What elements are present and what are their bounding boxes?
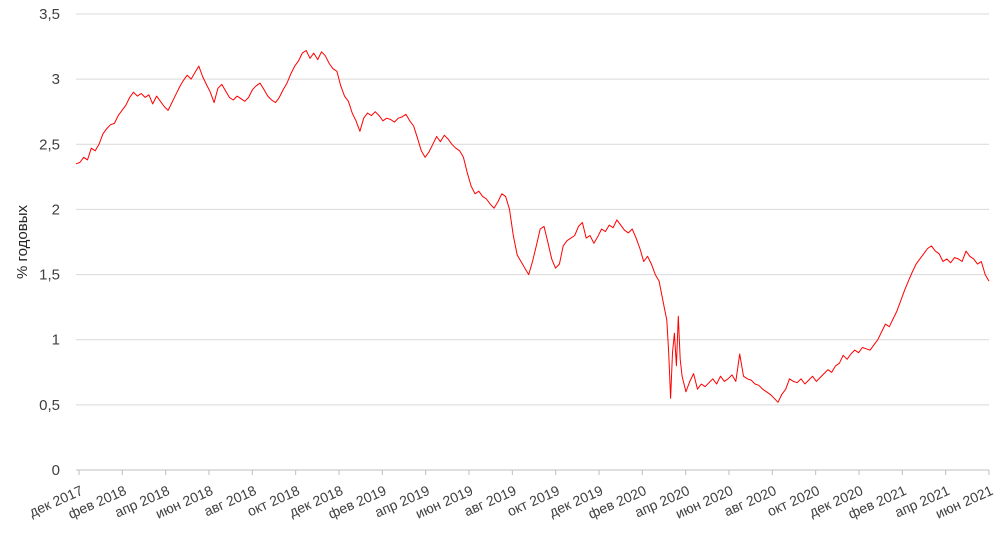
y-tick-label: 2 (52, 201, 60, 218)
y-tick-label: 2,5 (39, 136, 60, 153)
y-tick-labels: 0 0,5 1 1,5 2 2,5 3 3,5 (39, 6, 60, 479)
series-line (75, 50, 990, 403)
y-tick-label: 0,5 (39, 397, 60, 414)
y-tick-label: 0 (52, 462, 60, 479)
series-layer (75, 50, 990, 403)
grid-layer (76, 13, 990, 475)
y-tick-label: 3 (52, 71, 60, 88)
y-tick-label: 1 (52, 332, 60, 349)
y-axis-title: % годовых (14, 205, 31, 280)
y-tick-label: 1,5 (39, 267, 60, 284)
y-tick-label: 3,5 (39, 6, 60, 23)
